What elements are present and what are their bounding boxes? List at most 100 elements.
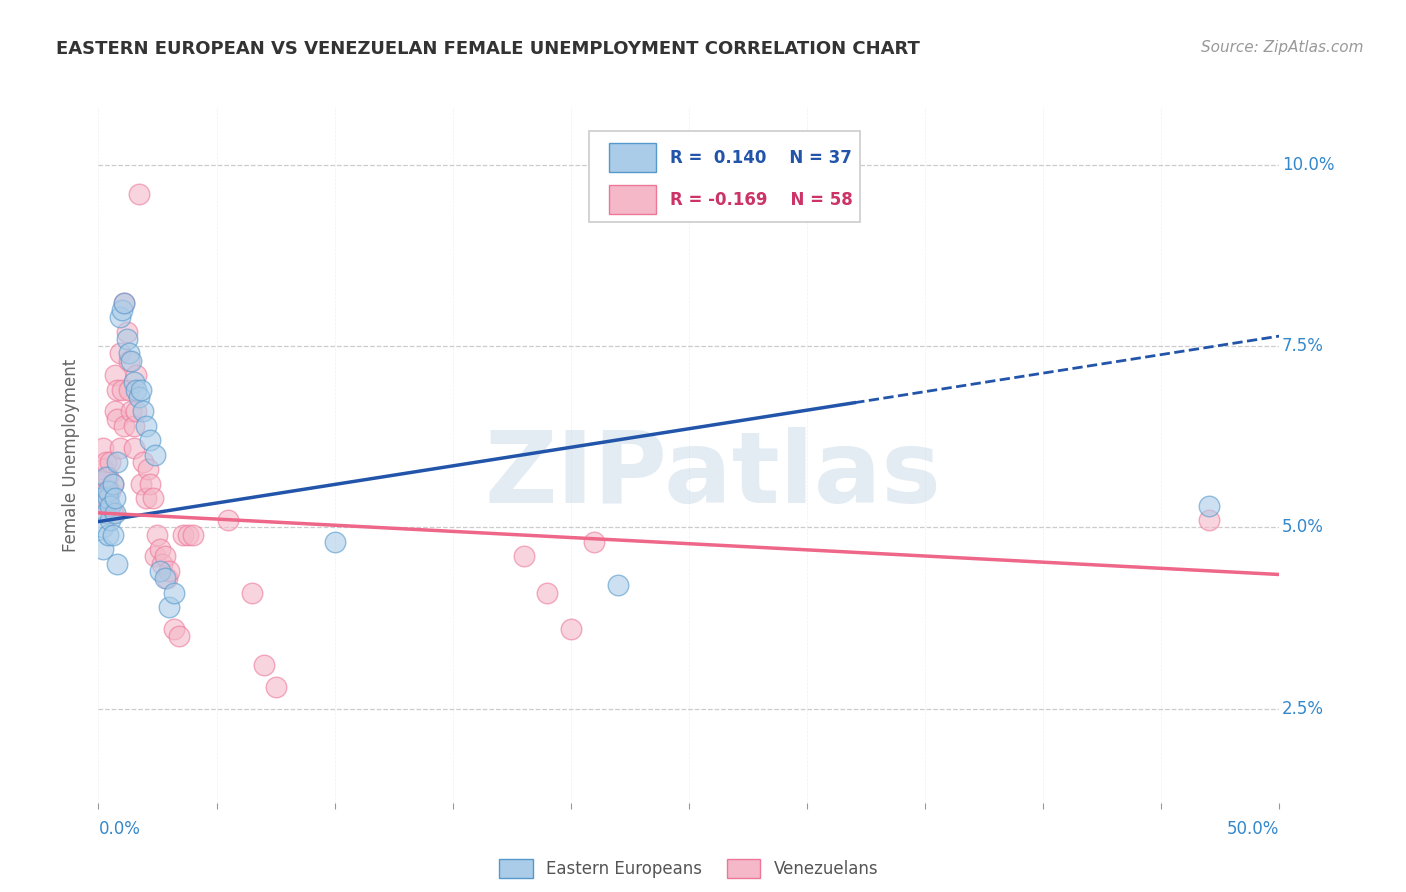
- Point: [146, 527, 169, 541]
- Point: [240, 585, 263, 599]
- Point: [150, 557, 173, 571]
- Point: [118, 353, 141, 368]
- Point: [167, 629, 190, 643]
- Point: [118, 383, 141, 397]
- Point: [128, 390, 150, 404]
- Point: [121, 404, 143, 418]
- Text: R = -0.169    N = 58: R = -0.169 N = 58: [671, 191, 853, 209]
- Point: [112, 295, 135, 310]
- Point: [163, 622, 186, 636]
- Point: [143, 549, 166, 564]
- Point: [583, 535, 606, 549]
- Point: [560, 622, 582, 636]
- Point: [111, 383, 134, 397]
- Point: [132, 404, 155, 418]
- Text: R =  0.140    N = 37: R = 0.140 N = 37: [671, 149, 852, 167]
- Point: [91, 542, 114, 557]
- Point: [104, 491, 127, 506]
- Point: [94, 506, 117, 520]
- Point: [97, 491, 120, 506]
- Text: 5.0%: 5.0%: [1282, 518, 1323, 536]
- Point: [94, 506, 117, 520]
- Point: [91, 462, 114, 476]
- Point: [128, 187, 150, 202]
- Point: [125, 383, 148, 397]
- Point: [94, 469, 117, 483]
- Point: [1198, 499, 1220, 513]
- Text: 2.5%: 2.5%: [1282, 699, 1324, 717]
- Point: [122, 441, 145, 455]
- Point: [97, 499, 120, 513]
- Point: [125, 404, 148, 418]
- Point: [264, 680, 287, 694]
- Point: [217, 513, 239, 527]
- Point: [153, 549, 176, 564]
- Point: [143, 448, 166, 462]
- Point: [105, 455, 128, 469]
- Point: [112, 419, 135, 434]
- Point: [98, 455, 121, 469]
- Point: [91, 520, 114, 534]
- Point: [115, 332, 138, 346]
- Point: [139, 434, 162, 448]
- Point: [149, 564, 172, 578]
- Point: [122, 376, 145, 390]
- Point: [177, 527, 200, 541]
- Point: [253, 658, 276, 673]
- Point: [136, 462, 159, 476]
- Point: [112, 295, 135, 310]
- Point: [105, 383, 128, 397]
- Point: [118, 346, 141, 360]
- Point: [129, 476, 152, 491]
- Point: [98, 484, 121, 499]
- Text: ZIPatlas: ZIPatlas: [484, 427, 941, 524]
- Point: [129, 383, 152, 397]
- Bar: [609, 144, 655, 172]
- Point: [108, 441, 131, 455]
- Point: [97, 484, 120, 499]
- Point: [101, 476, 124, 491]
- Point: [101, 506, 124, 520]
- Point: [105, 411, 128, 425]
- Point: [97, 469, 120, 483]
- Point: [91, 441, 114, 455]
- Point: [121, 353, 143, 368]
- Point: [122, 419, 145, 434]
- Point: [94, 484, 117, 499]
- Point: [115, 325, 138, 339]
- Bar: [609, 185, 655, 214]
- Point: [181, 527, 204, 541]
- Point: [142, 491, 165, 506]
- Point: [512, 549, 534, 564]
- Point: [1198, 513, 1220, 527]
- Point: [90, 491, 112, 506]
- Point: [108, 310, 131, 325]
- Text: 50.0%: 50.0%: [1227, 821, 1279, 838]
- Point: [135, 419, 157, 434]
- Point: [157, 600, 180, 615]
- Point: [104, 506, 127, 520]
- Point: [104, 404, 127, 418]
- Text: 7.5%: 7.5%: [1282, 337, 1323, 355]
- Text: 10.0%: 10.0%: [1282, 156, 1334, 174]
- Point: [90, 476, 112, 491]
- Y-axis label: Female Unemployment: Female Unemployment: [62, 359, 80, 551]
- Point: [536, 585, 558, 599]
- Point: [135, 491, 157, 506]
- Point: [132, 455, 155, 469]
- Point: [108, 346, 131, 360]
- Point: [163, 585, 186, 599]
- Point: [90, 491, 112, 506]
- Point: [125, 368, 148, 383]
- Point: [111, 303, 134, 318]
- Text: 0.0%: 0.0%: [98, 821, 141, 838]
- Point: [139, 476, 162, 491]
- Point: [94, 455, 117, 469]
- Point: [98, 499, 121, 513]
- Point: [98, 513, 121, 527]
- Point: [105, 557, 128, 571]
- Point: [97, 527, 120, 541]
- Point: [156, 571, 179, 585]
- Point: [101, 476, 124, 491]
- Point: [149, 542, 172, 557]
